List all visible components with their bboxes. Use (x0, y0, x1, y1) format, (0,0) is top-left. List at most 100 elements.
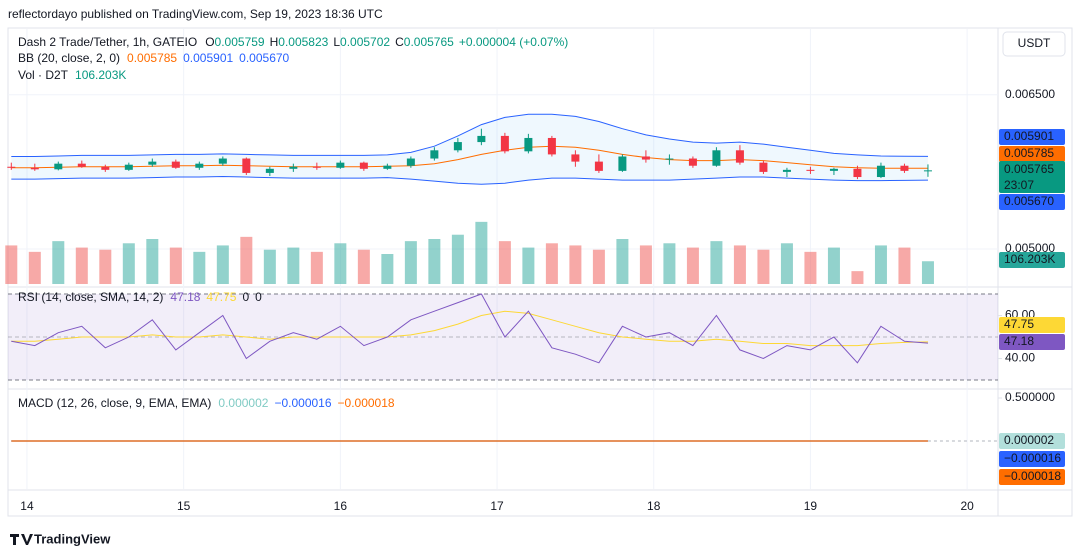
change: +0.000004 (+0.07%) (459, 35, 568, 49)
candle-body (547, 137, 556, 155)
candle-body (900, 165, 909, 171)
volume-bar (780, 243, 793, 284)
bb-basis-value: 0.005785 (127, 51, 177, 65)
candle-body (806, 169, 815, 171)
x-tick-label: 17 (490, 499, 504, 513)
candle-body (829, 168, 838, 171)
rsi-sma-value: 47.75 (206, 290, 236, 304)
bb-basis-label: 0.005785 (1004, 146, 1054, 160)
macd-signal-value: −0.000018 (338, 396, 395, 410)
symbol-legend: Dash 2 Trade/Tether, 1h, GATEIO O0.005759… (18, 35, 568, 49)
bb-basis (11, 145, 928, 169)
bb-lower-label-box (999, 194, 1065, 210)
ohlc-key: H (270, 35, 279, 49)
last-price-label-box (999, 161, 1065, 193)
candle-body (336, 162, 345, 168)
candle-body (500, 135, 509, 152)
volume-bar (5, 245, 18, 284)
rsi-label: 47.18 (1004, 334, 1034, 348)
macd-label-box (999, 451, 1065, 467)
rsi-sma-label: 47.75 (1004, 317, 1034, 331)
candle-body (124, 164, 133, 170)
candle-body (289, 166, 298, 169)
publisher-line: reflectordayo published on TradingView.c… (8, 7, 383, 21)
volume-bar (710, 241, 723, 284)
macd-value: −0.000016 (274, 396, 331, 410)
ohlc-value: 0.005765 (404, 35, 454, 49)
candle-body (312, 166, 321, 168)
volume-bar (75, 247, 88, 284)
last-price-label: 0.005765 (1004, 162, 1054, 176)
rsi-value: 47.18 (170, 290, 200, 304)
ohlc-key: C (395, 35, 404, 49)
candle-body (641, 156, 650, 160)
x-tick-label: 16 (334, 499, 348, 513)
candle-body (430, 150, 439, 159)
x-tick-label: 15 (177, 499, 191, 513)
bb-legend: BB (20, close, 2, 0) 0.005785 0.005901 0.00… (18, 51, 290, 65)
currency-button-label[interactable]: USDT (1018, 36, 1051, 50)
volume-label: 106.203K (1004, 252, 1055, 266)
bb-upper-value: 0.005901 (183, 51, 233, 65)
rsi-title: RSI (14, close, SMA, 14, 2) (18, 290, 163, 304)
rsi-extra-value: 0 (255, 290, 262, 304)
footer-logo (10, 534, 33, 545)
x-tick-label: 20 (960, 499, 974, 513)
rsi-label-box (999, 334, 1065, 350)
bb-upper-label-box (999, 129, 1065, 145)
volume-bar (498, 241, 511, 284)
volume-bar (757, 249, 770, 284)
volume-bar (310, 251, 323, 284)
macd-signal-label: −0.000018 (1004, 469, 1061, 483)
volume-bar (545, 243, 558, 284)
x-tick-label: 19 (804, 499, 818, 513)
ohlc-key: O (205, 35, 214, 49)
volume-bar (287, 247, 300, 284)
candle-body (712, 150, 721, 166)
candle-body (171, 161, 180, 168)
candle-body (359, 162, 368, 169)
volume-bar (592, 249, 605, 284)
macd-hist-label-box (999, 433, 1065, 449)
x-tick-label: 18 (647, 499, 661, 513)
candle-body (148, 161, 157, 165)
y-tick-label: 0.500000 (1005, 390, 1055, 404)
volume-bar (263, 249, 276, 284)
volume-bar (686, 247, 699, 284)
rsi-extra-value: 0 (242, 290, 249, 304)
currency-button[interactable] (1002, 31, 1066, 57)
macd-title: MACD (12, 26, close, 9, EMA, EMA) (18, 396, 211, 410)
volume-bar (381, 254, 394, 284)
candle-body (571, 154, 580, 162)
candle-body (242, 158, 251, 173)
candle-body (665, 158, 674, 160)
volume-bar (99, 249, 112, 284)
candle-body (195, 163, 204, 168)
candle-body (853, 168, 862, 178)
candle-body (688, 158, 697, 166)
bb-fill (11, 114, 928, 185)
volume-legend: Vol · D2T 106.203K (18, 68, 126, 82)
volume-bar (804, 251, 817, 284)
x-tick-label: 14 (20, 499, 34, 513)
volume-bar (898, 247, 911, 284)
ohlc-key: L (333, 35, 340, 49)
volume-label-box (999, 252, 1065, 268)
rsi-sma-line (11, 310, 929, 347)
bb-upper-label: 0.005901 (1004, 129, 1054, 143)
volume-bar (475, 221, 488, 284)
candle-body (101, 166, 110, 170)
volume-bar (240, 236, 253, 284)
volume-bar (639, 245, 652, 284)
volume-bar (334, 243, 347, 284)
volume-bar (522, 247, 535, 284)
bb-basis-label-box (999, 146, 1065, 162)
y-tick-label: 0.005000 (1005, 241, 1055, 255)
rsi-line (11, 293, 929, 364)
macd-legend: MACD (12, 26, close, 9, EMA, EMA) 0.00000… (18, 396, 395, 410)
candle-body (218, 158, 227, 164)
candle-body (7, 166, 16, 168)
macd-label: −0.000016 (1004, 451, 1061, 465)
